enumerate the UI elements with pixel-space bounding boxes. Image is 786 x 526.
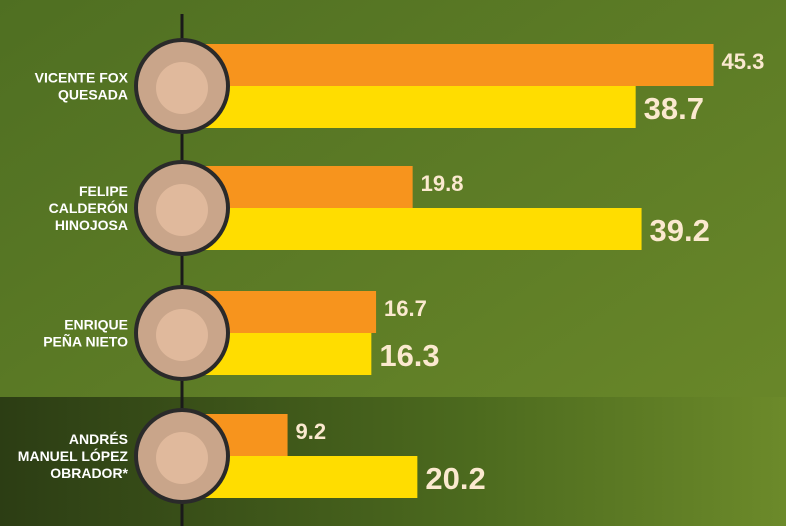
candidate-name: PEÑA NIETO bbox=[43, 333, 128, 350]
value-label: 19.8 bbox=[421, 171, 464, 196]
value-label: 39.2 bbox=[650, 213, 710, 248]
portrait-face bbox=[156, 309, 208, 361]
candidate-name: CALDERÓN bbox=[49, 199, 128, 216]
portrait-face bbox=[156, 62, 208, 114]
portrait-face bbox=[156, 184, 208, 236]
value-label: 16.7 bbox=[384, 296, 427, 321]
candidate-name: QUESADA bbox=[58, 87, 128, 103]
value-label: 20.2 bbox=[425, 461, 485, 496]
candidate-name: ANDRÉS bbox=[69, 431, 128, 447]
candidate-name: OBRADOR* bbox=[50, 465, 128, 481]
bar bbox=[179, 86, 636, 128]
value-label: 38.7 bbox=[644, 91, 704, 126]
bar bbox=[179, 44, 714, 86]
value-label: 45.3 bbox=[722, 49, 765, 74]
portrait-face bbox=[156, 432, 208, 484]
value-label: 16.3 bbox=[379, 338, 439, 373]
chart: 45.3 38.7 VICENTE FOXQUESADA 19.8 39.2 FELIPE… bbox=[0, 0, 786, 526]
candidate-name: ENRIQUE bbox=[64, 317, 128, 333]
candidate-name: VICENTE FOX bbox=[35, 70, 129, 86]
candidate-name: FELIPE bbox=[79, 183, 128, 199]
candidate-name: MANUEL LÓPEZ bbox=[18, 447, 129, 464]
value-label: 9.2 bbox=[296, 419, 327, 444]
candidate-name: HINOJOSA bbox=[55, 217, 128, 233]
bar bbox=[179, 208, 642, 250]
